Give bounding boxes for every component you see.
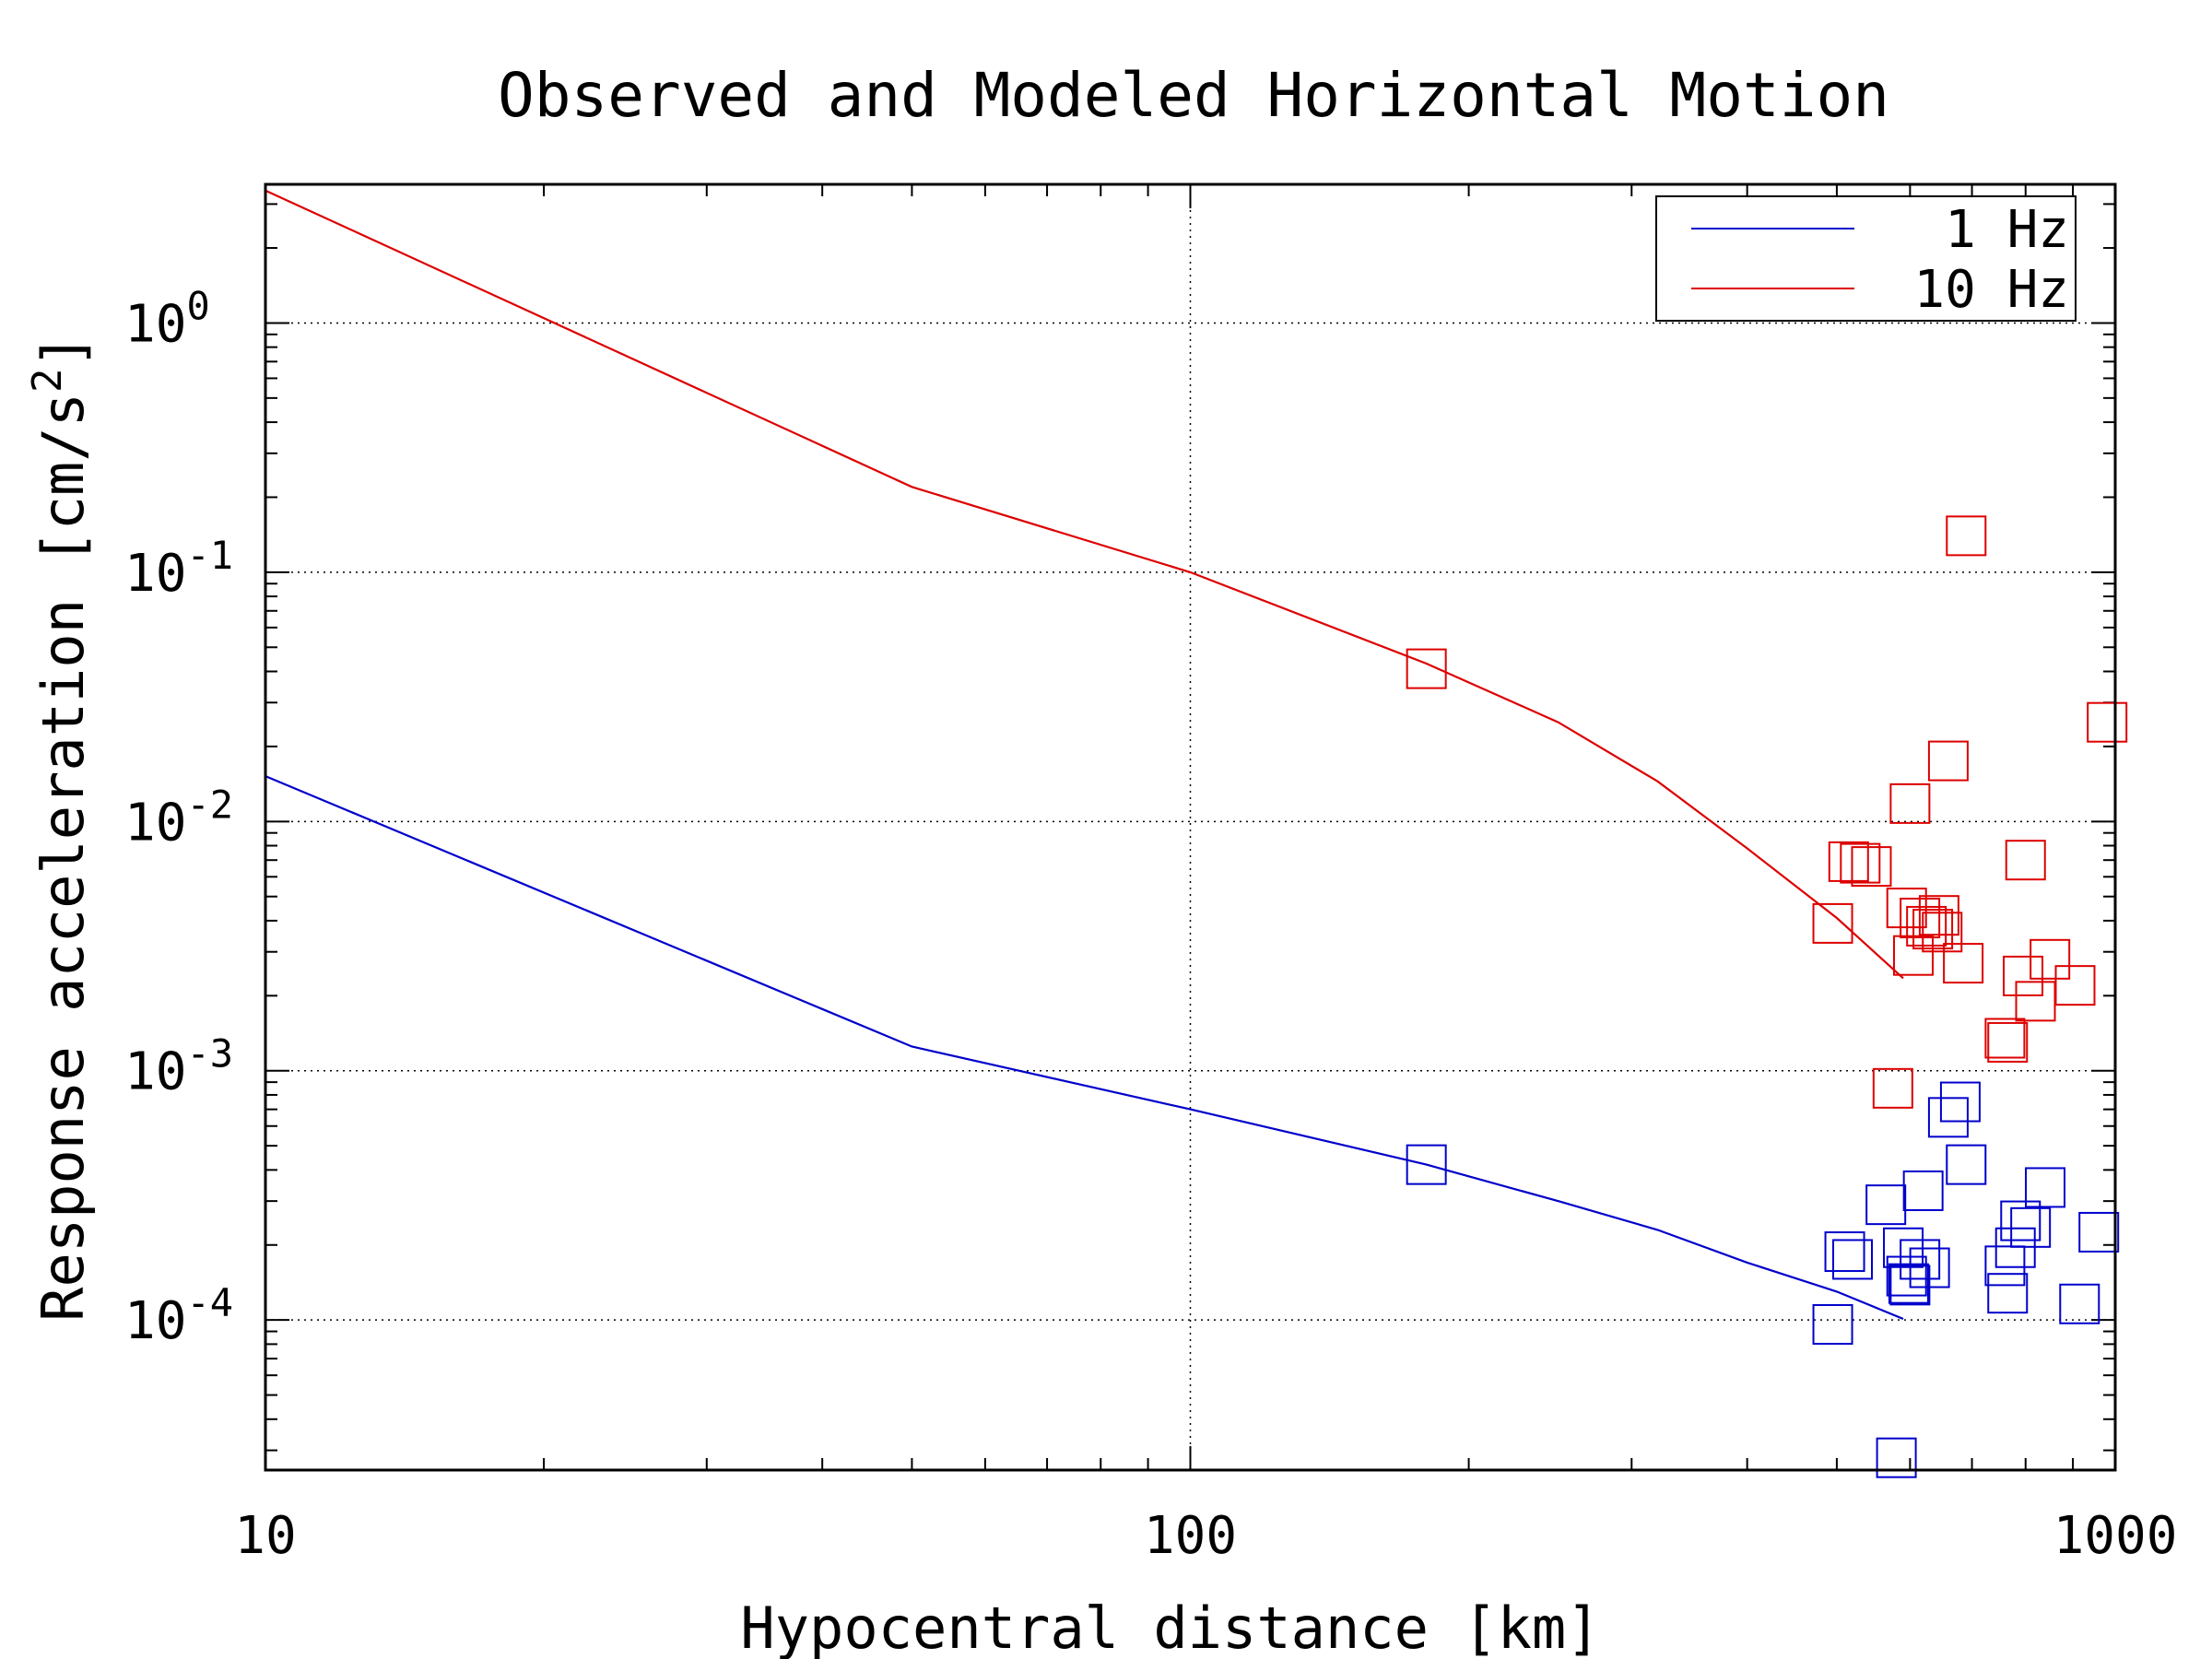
observed-point-10hz <box>1906 905 1947 947</box>
y-tick-label-base: 10 <box>124 793 186 853</box>
observed-point-1hz <box>2025 1167 2066 1208</box>
observed-point-10hz <box>2054 965 2096 1006</box>
observed-point-10hz <box>1812 902 1853 944</box>
y-tick-label-exponent: -3 <box>186 1031 233 1077</box>
x-tick-label: 100 <box>1144 1506 1237 1566</box>
observed-point-10hz <box>1943 943 1984 984</box>
observed-point-10hz <box>1922 912 1963 953</box>
series-line-10hz <box>265 189 1904 980</box>
observed-point-1hz <box>2010 1206 2052 1248</box>
observed-point-10hz <box>1872 1067 1913 1109</box>
observed-point-10hz <box>2015 981 2056 1022</box>
observed-point-1hz <box>1987 1273 2029 1314</box>
observed-point-1hz <box>1946 1144 1987 1185</box>
series-markers <box>1406 515 2128 1478</box>
observed-point-1hz <box>1909 1247 1950 1288</box>
x-tick-label: 10 <box>234 1506 296 1566</box>
observed-point-10hz <box>1918 895 1959 936</box>
y-tick-label-base: 10 <box>124 1291 186 1351</box>
series-line-1hz <box>265 775 1904 1321</box>
y-axis-label: Response acceleration [cm/s2] <box>24 334 97 1322</box>
y-tick-label-exponent: -2 <box>186 782 233 827</box>
observed-point-10hz <box>1840 842 1881 884</box>
observed-point-1hz <box>2059 1283 2100 1324</box>
observed-point-1hz <box>1406 1144 1447 1185</box>
y-tick-label-exponent: 0 <box>186 283 209 328</box>
y-tick-label-base: 10 <box>124 1042 186 1102</box>
observed-point-1hz <box>1984 1245 2026 1287</box>
axis-ticks <box>265 184 2116 1470</box>
observed-point-1hz <box>1832 1239 1874 1280</box>
observed-point-1hz <box>1888 1263 1929 1304</box>
observed-point-10hz <box>1828 841 1869 882</box>
observed-point-10hz <box>1851 846 1892 888</box>
observed-point-10hz <box>2005 840 2046 881</box>
observed-point-10hz <box>1927 740 1969 782</box>
chart-title: Observed and Modeled Horizontal Motion <box>498 60 1889 131</box>
legend-label-1hz: 1 Hz <box>1945 200 2069 260</box>
legend-label-10hz: 10 Hz <box>1913 260 2069 320</box>
y-tick-label-base: 10 <box>124 544 186 604</box>
series-lines <box>265 189 1904 1321</box>
y-tick-label-base: 10 <box>124 294 186 354</box>
observed-point-10hz <box>2030 938 2071 980</box>
observed-point-1hz <box>1865 1184 1907 1226</box>
observed-point-10hz <box>1912 909 1954 950</box>
observed-point-1hz <box>1824 1231 1865 1273</box>
grid <box>265 184 2115 1470</box>
x-tick-label: 1000 <box>2053 1506 2178 1566</box>
y-tick-label: 10-1 <box>124 533 233 604</box>
observed-point-1hz <box>1876 1437 1917 1478</box>
observed-point-1hz <box>1900 1239 1941 1280</box>
y-axis-label-exponent: 2 <box>24 368 71 393</box>
observed-point-1hz <box>1902 1170 1944 1211</box>
legend: 1 Hz 10 Hz <box>1655 195 2077 322</box>
observed-point-1hz <box>2000 1200 2041 1241</box>
observed-point-1hz <box>1927 1097 1969 1138</box>
x-axis-label: Hypocentral distance [km] <box>740 1594 1600 1659</box>
observed-point-1hz <box>1886 1255 1927 1297</box>
y-tick-label-exponent: -1 <box>186 533 233 578</box>
observed-point-10hz <box>1946 515 1987 557</box>
y-tick-label: 10-3 <box>124 1031 233 1102</box>
observed-point-1hz <box>1939 1081 1981 1123</box>
y-tick-label-exponent: -4 <box>186 1280 233 1325</box>
observed-point-10hz <box>1984 1018 2026 1059</box>
observed-point-10hz <box>1987 1021 2029 1063</box>
y-tick-label: 100 <box>124 283 210 354</box>
y-tick-label: 10-2 <box>124 782 233 853</box>
y-axis-label-tail: ] <box>29 334 97 368</box>
legend-box <box>1655 195 2077 322</box>
observed-point-10hz <box>2003 955 2044 996</box>
plot-frame <box>264 182 2117 1472</box>
y-tick-label: 10-4 <box>124 1280 233 1351</box>
plot-area <box>265 189 2128 1478</box>
observed-point-10hz <box>2087 701 2128 743</box>
y-axis-label-main: Response acceleration [cm/s <box>29 393 97 1322</box>
observed-point-10hz <box>1889 782 1931 824</box>
observed-point-10hz <box>1406 648 1447 689</box>
observed-point-1hz <box>2078 1211 2120 1253</box>
observed-point-1hz <box>1812 1303 1853 1345</box>
